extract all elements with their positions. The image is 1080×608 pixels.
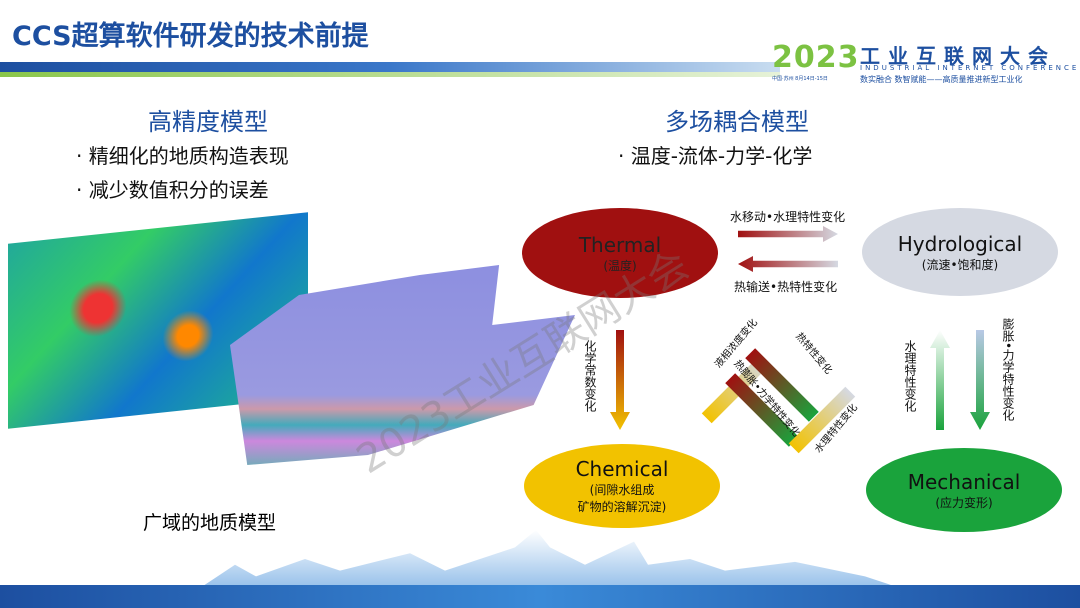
node-name: Mechanical	[907, 469, 1021, 494]
label-heat: 热特性变化	[793, 331, 834, 377]
right-bullet: · 温度-流体-力学-化学	[618, 144, 813, 168]
node-sub: (间隙水组成	[589, 483, 655, 497]
label-t2h: 水移动•水理特性变化	[730, 210, 846, 224]
node-chemical: Chemical (间隙水组成 矿物的溶解沉淀)	[524, 444, 720, 528]
node-sub: (应力变形)	[935, 495, 993, 510]
node-mechanical: Mechanical (应力变形)	[866, 448, 1062, 532]
arrow-down-icon	[970, 330, 990, 430]
bullet-text: 精细化的地质构造表现	[88, 144, 289, 168]
node-thermal: Thermal (温度)	[522, 208, 718, 298]
left-heading: 高精度模型	[148, 108, 268, 136]
node-sub: (温度)	[603, 258, 637, 273]
arrow-up-icon	[930, 330, 950, 430]
label-h2t: 热输送•热特性变化	[734, 280, 838, 294]
footer-bar	[0, 585, 1080, 608]
city-skyline	[200, 530, 900, 588]
left-caption: 广域的地质模型	[143, 512, 277, 534]
arrow-right-icon	[738, 226, 838, 242]
logo-slogan: 数实融合 数智赋能——高质量推进新型工业化	[860, 75, 1023, 84]
node-name: Hydrological	[897, 231, 1023, 256]
bullet-text: 温度-流体-力学-化学	[630, 144, 813, 168]
header-bar-accent	[0, 72, 780, 77]
header-bar	[0, 62, 780, 74]
label-t2c: 化学常数变化	[583, 340, 597, 412]
left-bullet: · 精细化的地质构造表现	[76, 144, 289, 168]
label-h2m: 水理特性变化	[903, 340, 917, 412]
arrow-left-icon	[738, 256, 838, 272]
left-bullet: · 减少数值积分的误差	[76, 178, 269, 202]
right-heading: 多场耦合模型	[665, 108, 809, 136]
logo-name: 工业互联网大会	[860, 44, 1056, 68]
node-sub: 矿物的溶解沉淀)	[577, 500, 667, 514]
node-hydrological: Hydrological (流速•饱和度)	[862, 208, 1058, 296]
logo-location: 中国·苏州 8月14日-15日	[772, 76, 828, 82]
node-name: Thermal	[578, 232, 662, 257]
logo-english: INDUSTRIAL INTERNET CONFERENCE	[860, 64, 1080, 72]
node-sub: (流速•饱和度)	[921, 257, 999, 272]
node-name: Chemical	[575, 457, 669, 481]
slide-title: CCS超算软件研发的技术前提	[12, 21, 369, 52]
arrow-down-icon	[610, 330, 630, 430]
bullet-text: 减少数值积分的误差	[88, 178, 269, 202]
logo-year: 2023	[772, 40, 860, 75]
label-m2h: 膨胀•力学特性变化	[1001, 318, 1015, 422]
